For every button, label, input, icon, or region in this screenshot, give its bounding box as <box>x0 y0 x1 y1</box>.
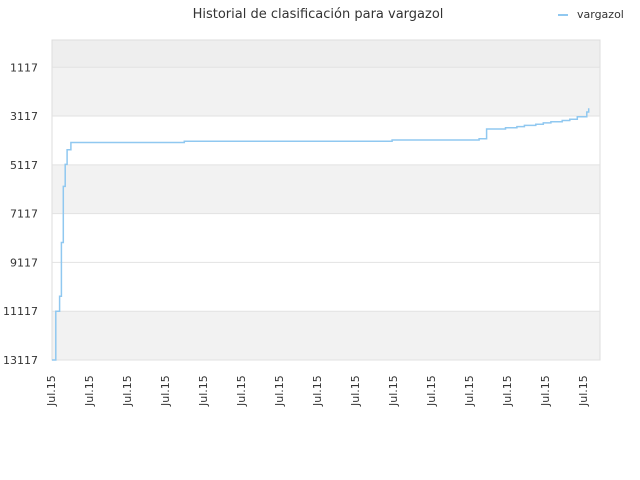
x-tick-label: Jul.15 <box>197 375 210 407</box>
x-tick-label: Jul.15 <box>577 375 590 407</box>
legend-label: vargazol <box>577 8 624 21</box>
x-tick-label: Jul.15 <box>273 375 286 407</box>
y-tick-label: 13117 <box>3 354 38 367</box>
grid-band <box>52 164 600 214</box>
y-tick-label: 9117 <box>10 256 38 269</box>
x-tick-label: Jul.15 <box>159 375 172 407</box>
x-tick-label: Jul.15 <box>501 375 514 407</box>
grid-band <box>52 311 600 360</box>
x-tick-label: Jul.15 <box>387 375 400 407</box>
series-layer <box>52 108 590 361</box>
series-line-vargazol[interactable] <box>52 108 590 361</box>
grid-band <box>52 40 600 68</box>
x-tick-label: Jul.15 <box>121 375 134 407</box>
x-tick-label: Jul.15 <box>463 375 476 407</box>
x-tick-label: Jul.15 <box>539 375 552 407</box>
y-axis: 1117 3117 5117 7117 9117 11117 13117 <box>3 61 600 367</box>
x-axis: Jul.15 Jul.15 Jul.15 Jul.15 Jul.15 Jul.15 Jul.… <box>45 375 590 407</box>
legend[interactable]: vargazol <box>558 8 624 21</box>
plot-bands <box>51 39 601 361</box>
x-tick-label: Jul.15 <box>349 375 362 407</box>
y-tick-label: 11117 <box>3 305 38 318</box>
y-tick-label: 5117 <box>10 159 38 172</box>
y-tick-label: 1117 <box>10 61 38 74</box>
x-tick-label: Jul.15 <box>45 375 58 407</box>
y-tick-label: 3117 <box>10 110 38 123</box>
chart-title: Historial de clasificación para vargazol <box>193 7 444 22</box>
grid-band <box>52 67 600 117</box>
y-tick-label: 7117 <box>10 208 38 221</box>
grid-band <box>52 116 600 165</box>
x-tick-label: Jul.15 <box>83 375 96 407</box>
x-tick-label: Jul.15 <box>235 375 248 407</box>
grid-band <box>52 213 600 263</box>
x-tick-label: Jul.15 <box>425 375 438 407</box>
grid-band <box>52 262 600 312</box>
x-tick-label: Jul.15 <box>311 375 324 407</box>
